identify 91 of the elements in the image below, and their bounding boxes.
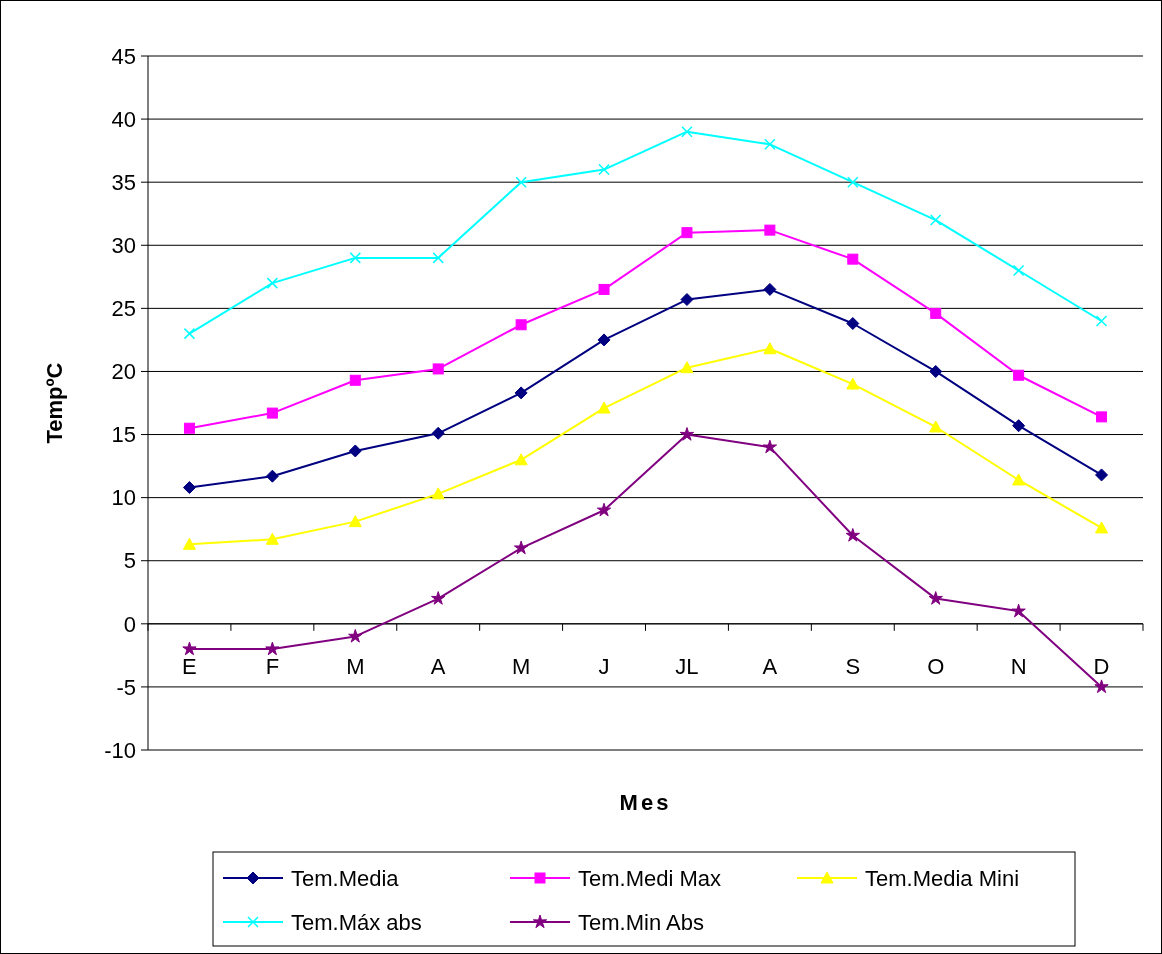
point xyxy=(847,253,859,265)
y-tick-label: 25 xyxy=(111,296,136,322)
point xyxy=(513,540,529,555)
x-tick-label: A xyxy=(762,653,778,679)
y-tick-label: 45 xyxy=(111,43,136,69)
point xyxy=(265,641,280,656)
point xyxy=(431,426,445,440)
point xyxy=(432,252,444,264)
point xyxy=(928,591,943,605)
point xyxy=(515,176,527,188)
x-tick-label: E xyxy=(182,653,197,679)
point xyxy=(183,422,195,434)
legend-label: Tem.Min Abs xyxy=(578,909,704,935)
point xyxy=(515,319,527,331)
point xyxy=(1095,468,1109,482)
point xyxy=(349,252,362,264)
y-tick-label: 30 xyxy=(111,232,136,258)
point xyxy=(762,439,778,454)
y-tick-label: 35 xyxy=(111,169,136,195)
point xyxy=(1096,411,1108,423)
point xyxy=(1094,679,1109,694)
point xyxy=(598,283,610,295)
x-tick-label: M xyxy=(511,653,531,679)
x-tick-label: F xyxy=(265,653,280,679)
point xyxy=(598,163,610,176)
point xyxy=(431,487,445,500)
point xyxy=(1012,264,1025,277)
y-tick-label: 20 xyxy=(111,359,136,385)
x-tick-label: JL xyxy=(675,653,699,679)
point xyxy=(431,591,446,605)
y-tick-label: -10 xyxy=(104,737,136,763)
x-tick-label: O xyxy=(927,653,945,679)
point xyxy=(1012,473,1026,486)
y-tick-label: 15 xyxy=(111,422,136,448)
point xyxy=(514,386,528,400)
x-tick-label: A xyxy=(430,653,446,679)
point xyxy=(764,224,776,236)
point xyxy=(182,537,196,550)
legend-label: Tem.Máx abs xyxy=(291,909,422,935)
point xyxy=(597,401,611,414)
point xyxy=(266,277,279,289)
point xyxy=(1095,521,1109,534)
point xyxy=(1095,315,1108,327)
y-tick-label: 10 xyxy=(111,485,136,511)
point xyxy=(846,377,860,390)
point xyxy=(681,125,693,138)
point xyxy=(1011,603,1026,618)
point xyxy=(929,420,943,433)
legend-label: Tem.Media Mini xyxy=(865,865,1020,891)
legend-label: Tem.Media xyxy=(291,865,400,891)
point xyxy=(349,374,361,386)
point xyxy=(183,327,196,340)
point xyxy=(763,282,777,296)
point xyxy=(348,444,362,458)
point xyxy=(680,361,694,374)
point xyxy=(266,407,278,419)
point xyxy=(182,481,196,495)
point xyxy=(847,176,859,188)
point xyxy=(514,453,528,466)
point xyxy=(348,628,363,643)
y-tick-label: 0 xyxy=(123,611,136,637)
y-tick-label: 40 xyxy=(111,106,136,132)
point xyxy=(597,333,611,347)
point xyxy=(929,364,943,378)
point xyxy=(432,363,444,375)
point xyxy=(681,227,693,239)
point xyxy=(348,515,362,528)
point xyxy=(680,293,694,307)
x-tick-label: S xyxy=(845,653,861,679)
x-axis-title: Mes xyxy=(619,790,672,815)
point xyxy=(182,641,197,656)
point xyxy=(265,469,279,483)
point xyxy=(846,317,860,331)
point xyxy=(930,307,942,319)
point xyxy=(764,138,776,151)
x-tick-label: M xyxy=(346,653,365,679)
point xyxy=(845,527,860,542)
legend-label: Tem.Medi Max xyxy=(578,865,722,891)
point xyxy=(596,502,612,517)
point xyxy=(265,532,279,545)
x-tick-label: J xyxy=(598,653,610,679)
y-tick-label: -5 xyxy=(116,674,136,700)
point xyxy=(763,342,777,355)
x-tick-label: D xyxy=(1093,653,1110,679)
y-axis-title: TempºC xyxy=(42,362,67,444)
point xyxy=(679,427,695,441)
x-tick-label: N xyxy=(1010,653,1027,679)
point xyxy=(1013,369,1025,381)
point xyxy=(929,214,942,226)
point xyxy=(1012,419,1026,433)
y-tick-label: 5 xyxy=(123,548,136,574)
